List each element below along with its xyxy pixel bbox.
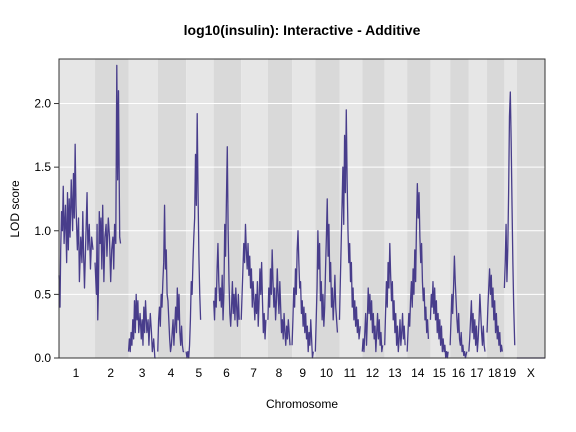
chromosome-band-8 [267,59,293,358]
chromosome-band-4 [157,59,187,358]
y-tick-label: 0.0 [34,351,51,365]
x-tick-label-chr-14: 14 [411,366,425,380]
x-tick-label-chr-x: X [527,366,535,380]
lod-curve-chr-15 [429,281,449,359]
x-tick-label-chr-18: 18 [488,366,502,380]
x-axis-label: Chromosome [266,397,338,411]
chromosome-band-11 [339,59,363,358]
chromosome-band-3 [128,59,158,358]
x-tick-label-chr-8: 8 [276,366,283,380]
chart-title: log10(insulin): Interactive - Additive [184,22,421,38]
lod-curve-chr-19 [503,91,516,346]
x-tick-label-chr-16: 16 [452,366,466,380]
lod-curves [58,64,545,359]
x-tick-label-chr-19: 19 [503,366,517,380]
y-tick-label: 0.5 [34,287,51,301]
x-tick-label-chr-17: 17 [470,366,484,380]
lod-curve-chr-18 [486,268,503,353]
x-tick-label-chr-7: 7 [250,366,257,380]
chromosome-band-17 [468,59,488,358]
y-tick-label: 1.5 [34,160,51,174]
lod-curve-chr-13 [384,242,406,353]
y-axis: 0.0 0.5 1.0 1.5 2.0 [34,97,59,365]
lod-curve-chr-8 [267,249,291,346]
y-tick-label: 2.0 [34,97,51,111]
x-tick-label-chr-12: 12 [366,366,380,380]
x-tick-label-chr-15: 15 [433,366,447,380]
lod-curve-chr-2 [94,64,122,321]
lod-curve-chr-16 [449,255,468,359]
x-tick-label-chr-11: 11 [344,366,357,380]
x-tick-label-chr-6: 6 [223,366,230,380]
chromosome-band-2 [95,59,129,358]
lod-curve-chr-4 [157,204,185,353]
x-tick-label-chr-10: 10 [320,366,334,380]
plot-frame [58,58,546,359]
chromosome-band-12 [362,59,385,358]
y-tick-label: 1.0 [34,224,51,238]
lod-curve-chr-7 [240,223,267,340]
lod-curve-chr-5 [185,113,202,359]
chromosome-band-x [516,59,545,358]
x-axis: 1 2 3 4 5 6 7 8 9 10 11 12 13 14 15 16 17 18 19 X [73,366,535,380]
lod-curve-chr-6 [213,146,240,327]
lod-curve-chr-17 [468,293,486,353]
x-tick-label-chr-9: 9 [299,366,306,380]
x-tick-label-chr-4: 4 [168,366,175,380]
x-tick-label-chr-2: 2 [107,366,114,380]
x-tick-label-chr-1: 1 [73,366,80,380]
x-tick-label-chr-3: 3 [139,366,146,380]
y-axis-label: LOD score [8,180,22,238]
lod-curve-chr-10 [314,198,339,352]
lod-curve-chr-12 [361,287,384,353]
lod-curve-chr-1 [58,143,94,308]
lod-curve-chr-11 [338,109,361,340]
lod-curve-chr-9 [291,230,314,359]
x-tick-label-chr-5: 5 [196,366,203,380]
x-tick-label-chr-13: 13 [388,366,402,380]
lod-curve-chr-14 [406,183,430,352]
chromosome-band-9 [292,59,316,358]
lod-curve-chr-3 [127,293,156,359]
chromosome-band-15 [430,59,451,358]
